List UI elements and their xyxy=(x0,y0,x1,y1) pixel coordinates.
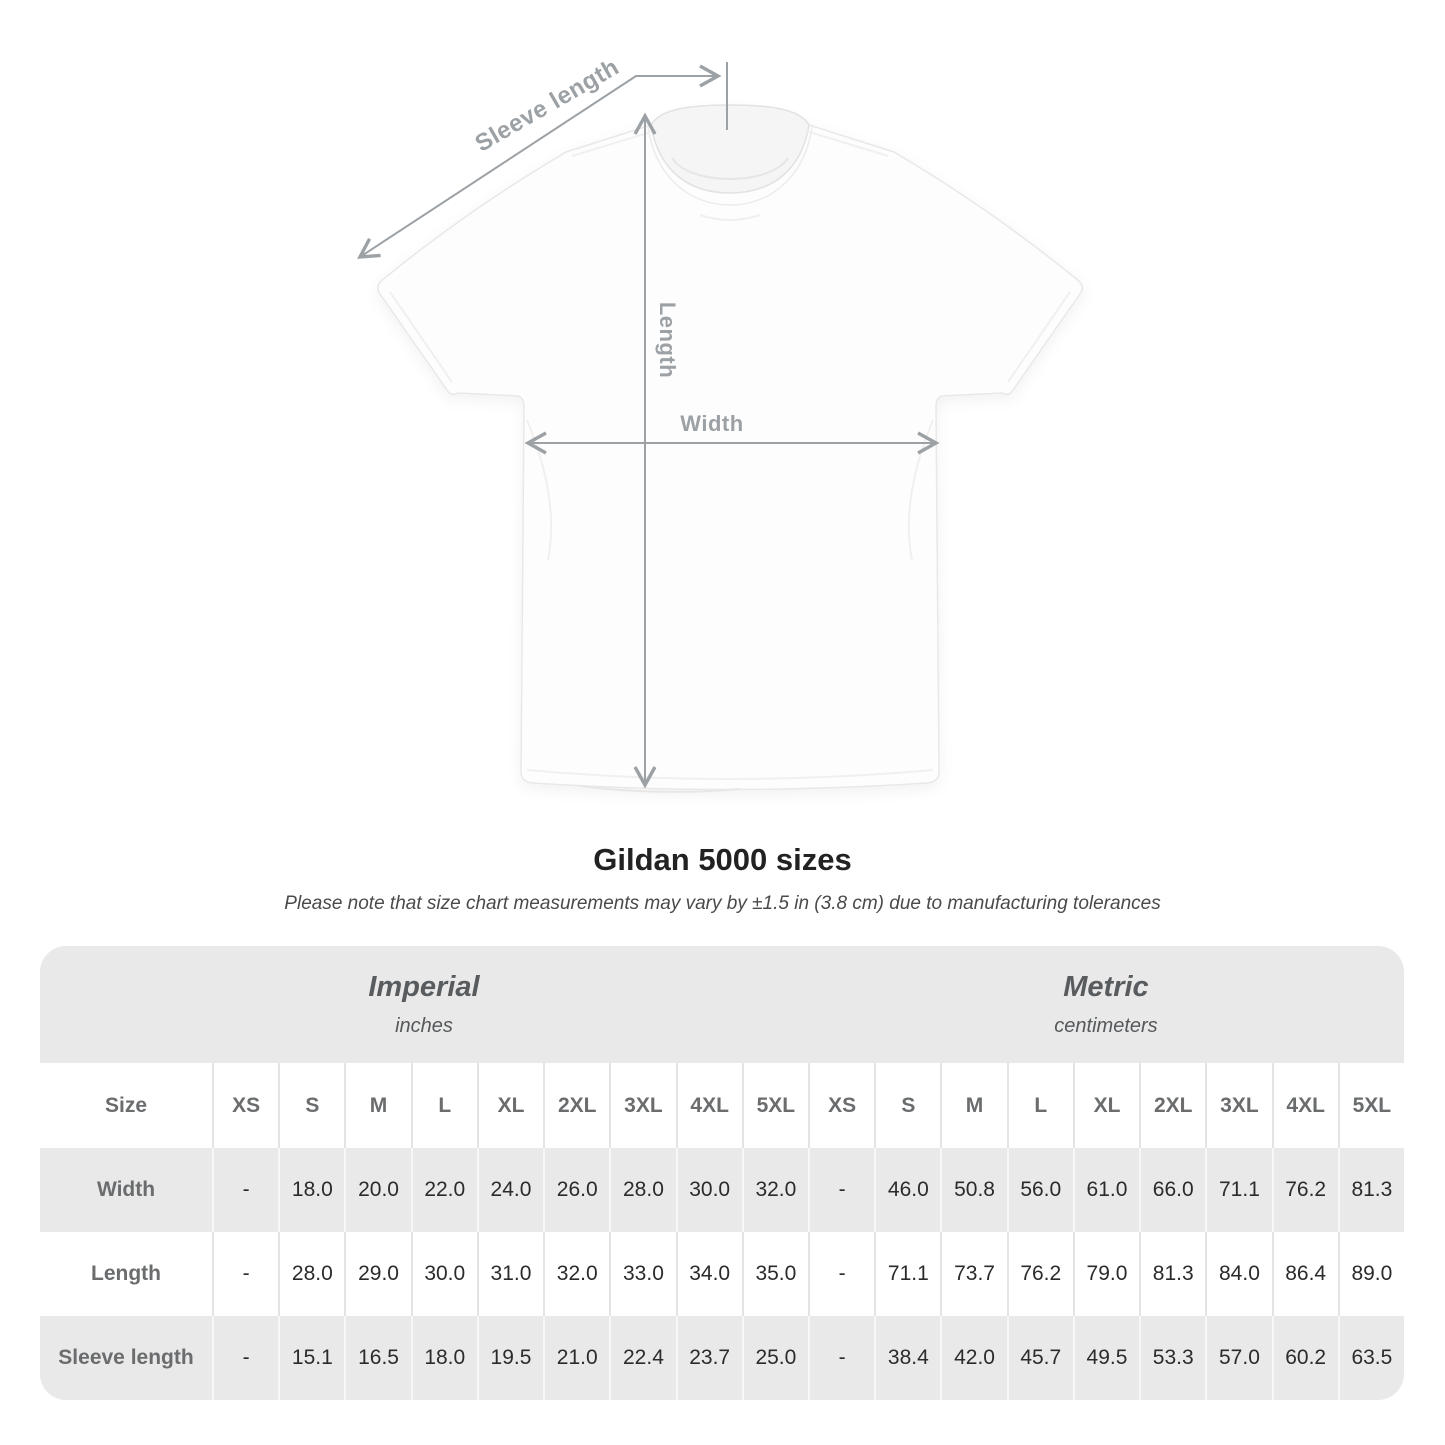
size-value-cell: 22.0 xyxy=(410,1148,477,1232)
size-value-cell: 71.1 xyxy=(1205,1148,1272,1232)
size-table: Imperial inches Metric centimeters Size … xyxy=(40,946,1404,1400)
size-col-header: S xyxy=(278,1063,345,1148)
size-value-cell: - xyxy=(212,1316,279,1400)
size-value-cell: - xyxy=(807,1316,875,1400)
size-value-cell: - xyxy=(212,1148,279,1232)
size-value-cell: 57.0 xyxy=(1205,1316,1272,1400)
size-col-header: 5XL xyxy=(741,1063,808,1148)
metric-label: Metric xyxy=(1063,971,1149,1003)
size-value-cell: - xyxy=(807,1232,875,1316)
size-value-cell: 66.0 xyxy=(1139,1148,1206,1232)
tshirt-measurement-diagram: Sleeve length Length Width xyxy=(357,54,1083,793)
size-value-cell: 16.5 xyxy=(344,1316,411,1400)
size-value-cell: 61.0 xyxy=(1072,1148,1140,1232)
page-title: Gildan 5000 sizes xyxy=(593,842,852,877)
size-value-cell: 32.0 xyxy=(543,1232,610,1316)
size-value-cell: 26.0 xyxy=(543,1148,610,1232)
row-label-length: Length xyxy=(40,1232,212,1316)
unit-group-imperial: Imperial inches xyxy=(40,946,808,1063)
size-value-cell: 79.0 xyxy=(1072,1232,1140,1316)
size-value-cell: 34.0 xyxy=(675,1232,742,1316)
row-label-width: Width xyxy=(40,1148,212,1232)
size-value-cell: 81.3 xyxy=(1337,1148,1404,1232)
size-value-cell: 19.5 xyxy=(476,1316,544,1400)
imperial-label: Imperial xyxy=(368,971,480,1003)
size-value-cell: 33.0 xyxy=(609,1232,676,1316)
size-value-cell: 71.1 xyxy=(874,1232,941,1316)
size-value-cell: 76.2 xyxy=(1006,1232,1073,1316)
size-col-header: 3XL xyxy=(609,1063,676,1148)
size-value-cell: 24.0 xyxy=(476,1148,544,1232)
size-value-cell: 60.2 xyxy=(1271,1316,1338,1400)
size-value-cell: 84.0 xyxy=(1205,1232,1272,1316)
size-value-cell: 42.0 xyxy=(940,1316,1007,1400)
size-value-cell: 15.1 xyxy=(278,1316,345,1400)
size-value-cell: 25.0 xyxy=(741,1316,808,1400)
size-value-cell: 20.0 xyxy=(344,1148,411,1232)
size-value-cell: 76.2 xyxy=(1271,1148,1338,1232)
size-col-header: XL xyxy=(476,1063,544,1148)
size-col-header: S xyxy=(874,1063,941,1148)
size-col-header: 4XL xyxy=(675,1063,742,1148)
size-value-cell: 30.0 xyxy=(675,1148,742,1232)
size-value-cell: 30.0 xyxy=(410,1232,477,1316)
size-col-header: XL xyxy=(1072,1063,1140,1148)
size-value-cell: 22.4 xyxy=(609,1316,676,1400)
corner-header: Size xyxy=(40,1063,212,1148)
size-col-header: XS xyxy=(807,1063,875,1148)
metric-unit: centimeters xyxy=(1054,1015,1158,1037)
size-value-cell: 49.5 xyxy=(1072,1316,1140,1400)
imperial-unit: inches xyxy=(395,1015,453,1037)
size-col-header: XS xyxy=(212,1063,279,1148)
size-value-cell: 18.0 xyxy=(278,1148,345,1232)
tshirt-diagram-svg: Sleeve length Length Width xyxy=(357,54,1083,793)
size-value-cell: 56.0 xyxy=(1006,1148,1073,1232)
size-value-cell: 28.0 xyxy=(609,1148,676,1232)
size-value-cell: 46.0 xyxy=(874,1148,941,1232)
size-value-cell: 35.0 xyxy=(741,1232,808,1316)
size-value-cell: 81.3 xyxy=(1139,1232,1206,1316)
size-col-header: 4XL xyxy=(1271,1063,1338,1148)
tolerance-note: Please note that size chart measurements… xyxy=(284,893,1161,914)
size-col-header: L xyxy=(410,1063,477,1148)
unit-group-metric: Metric centimeters xyxy=(807,946,1404,1063)
width-label: Width xyxy=(680,411,743,436)
size-value-cell: 21.0 xyxy=(543,1316,610,1400)
size-value-cell: 28.0 xyxy=(278,1232,345,1316)
size-col-header: 2XL xyxy=(1139,1063,1206,1148)
size-value-cell: 50.8 xyxy=(940,1148,1007,1232)
size-value-cell: 38.4 xyxy=(874,1316,941,1400)
size-col-header: L xyxy=(1006,1063,1073,1148)
tshirt-illustration xyxy=(377,104,1083,793)
size-value-cell: 63.5 xyxy=(1337,1316,1404,1400)
length-label: Length xyxy=(655,302,680,378)
size-value-cell: 89.0 xyxy=(1337,1232,1404,1316)
size-col-header: 5XL xyxy=(1337,1063,1404,1148)
row-label-sleeve-length: Sleeve length xyxy=(40,1316,212,1400)
size-col-header: 3XL xyxy=(1205,1063,1272,1148)
size-value-cell: 29.0 xyxy=(344,1232,411,1316)
size-col-header: 2XL xyxy=(543,1063,610,1148)
sleeve-length-arrow xyxy=(357,64,722,259)
size-value-cell: 45.7 xyxy=(1006,1316,1073,1400)
size-col-header: M xyxy=(344,1063,411,1148)
size-value-cell: 32.0 xyxy=(741,1148,808,1232)
size-value-cell: 23.7 xyxy=(675,1316,742,1400)
size-value-cell: - xyxy=(807,1148,875,1232)
size-value-cell: 18.0 xyxy=(410,1316,477,1400)
size-value-cell: 53.3 xyxy=(1139,1316,1206,1400)
size-value-cell: 86.4 xyxy=(1271,1232,1338,1316)
size-value-cell: 73.7 xyxy=(940,1232,1007,1316)
size-value-cell: - xyxy=(212,1232,279,1316)
size-value-cell: 31.0 xyxy=(476,1232,544,1316)
size-col-header: M xyxy=(940,1063,1007,1148)
